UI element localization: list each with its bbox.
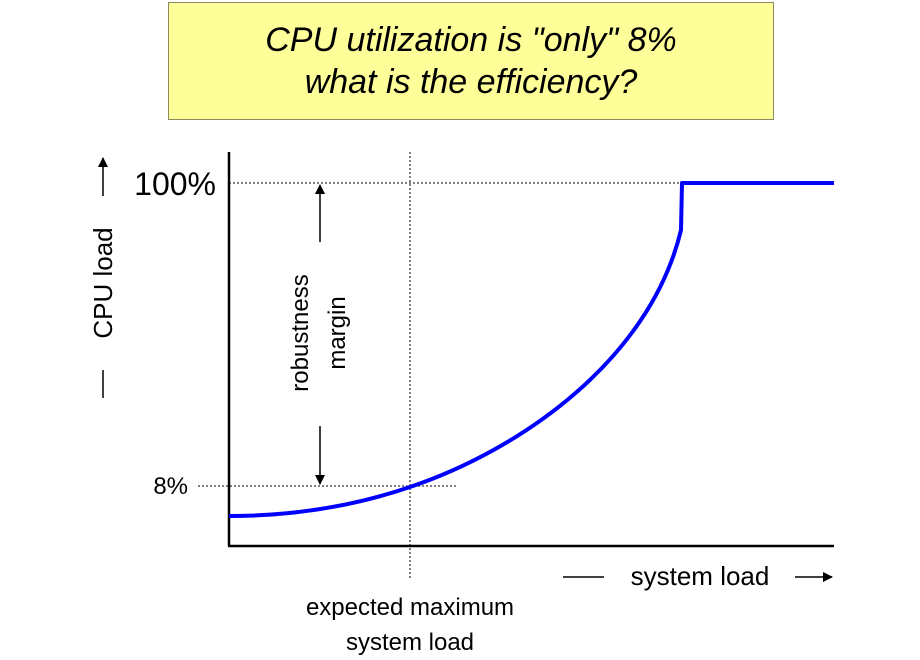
y-tick-8-percent: 8%	[153, 473, 188, 500]
title-box: CPU utilization is "only" 8% what is the…	[168, 2, 774, 120]
title-line-1: CPU utilization is "only" 8%	[265, 21, 677, 59]
y-axis-label: CPU load	[88, 227, 118, 338]
x-axis-label: system load	[631, 561, 770, 591]
title-line-2: what is the efficiency?	[304, 63, 638, 101]
expected-label-line-2: system load	[346, 629, 474, 656]
y-tick-100-percent: 100%	[134, 166, 216, 202]
cpu-load-curve	[228, 181, 834, 518]
expected-label-line-1: expected maximum	[306, 594, 514, 621]
margin-label-line-1: robustness	[287, 274, 314, 391]
margin-label-line-2: margin	[324, 296, 351, 369]
